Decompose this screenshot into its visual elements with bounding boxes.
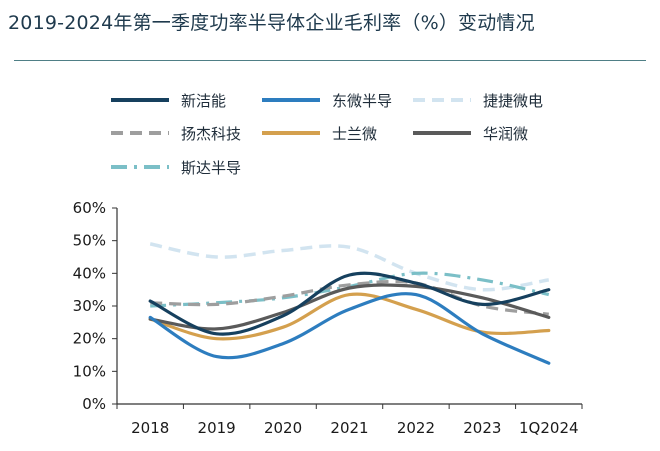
legend-label: 捷捷微电 <box>483 92 543 110</box>
y-tick-label: 60% <box>73 199 106 217</box>
legend-item: 捷捷微电 <box>413 92 543 110</box>
x-tick-label: 2019 <box>198 419 236 437</box>
legend-item: 东微半导 <box>262 92 392 110</box>
legend-item: 华润微 <box>413 125 528 143</box>
x-tick-label: 2020 <box>264 419 302 437</box>
series-line-3 <box>150 279 549 316</box>
legend-item: 扬杰科技 <box>111 125 241 143</box>
legend-label: 士兰微 <box>332 125 377 143</box>
legend-item: 斯达半导 <box>111 159 241 177</box>
legend-label: 东微半导 <box>332 92 392 110</box>
series-line-2 <box>149 242 550 292</box>
x-tick-label: 1Q2024 <box>519 419 579 437</box>
y-tick-label: 40% <box>73 264 106 282</box>
legend-label: 新洁能 <box>181 92 226 110</box>
title-divider <box>14 60 646 61</box>
y-tick-label: 50% <box>73 232 106 250</box>
x-tick-label: 2021 <box>330 419 368 437</box>
x-tick-label: 2018 <box>131 419 169 437</box>
y-tick-label: 10% <box>73 362 106 380</box>
series-line-1 <box>148 292 551 365</box>
legend-item: 士兰微 <box>262 125 377 143</box>
chart-title: 2019-2024年第一季度功率半导体企业毛利率（%）变动情况 <box>8 12 535 34</box>
legend-label: 华润微 <box>483 125 528 143</box>
legend-item: 新洁能 <box>111 92 226 110</box>
y-tick-label: 0% <box>82 395 106 413</box>
series-line-0 <box>148 271 551 336</box>
y-tick-label: 30% <box>73 297 106 315</box>
y-tick-label: 20% <box>73 330 106 348</box>
x-tick-label: 2023 <box>463 419 501 437</box>
legend-label: 斯达半导 <box>181 159 241 177</box>
legend-label: 扬杰科技 <box>181 125 241 143</box>
series-line-5 <box>148 283 551 331</box>
x-tick-label: 2022 <box>397 419 435 437</box>
